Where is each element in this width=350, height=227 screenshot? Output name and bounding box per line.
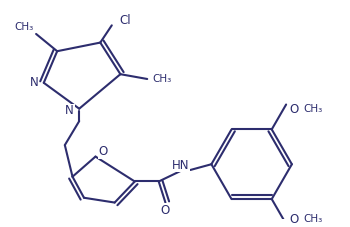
Text: O: O [289, 213, 298, 226]
Text: CH₃: CH₃ [14, 22, 33, 32]
Text: CH₃: CH₃ [152, 74, 171, 84]
Text: O: O [289, 103, 298, 116]
Text: CH₃: CH₃ [303, 214, 323, 224]
Text: CH₃: CH₃ [303, 104, 323, 114]
Text: N: N [30, 76, 38, 89]
Text: HN: HN [172, 159, 189, 172]
Text: N: N [65, 104, 74, 117]
Text: Cl: Cl [119, 14, 131, 27]
Text: O: O [99, 145, 108, 158]
Text: O: O [161, 204, 170, 217]
